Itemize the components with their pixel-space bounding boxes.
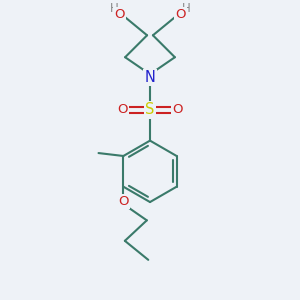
Text: O: O <box>117 103 128 116</box>
Text: N: N <box>145 70 155 85</box>
Text: H: H <box>182 2 190 15</box>
Text: O: O <box>176 8 186 21</box>
Text: H: H <box>110 2 118 15</box>
Text: S: S <box>145 102 155 117</box>
Text: O: O <box>118 195 129 208</box>
Text: O: O <box>172 103 183 116</box>
Text: O: O <box>114 8 124 21</box>
